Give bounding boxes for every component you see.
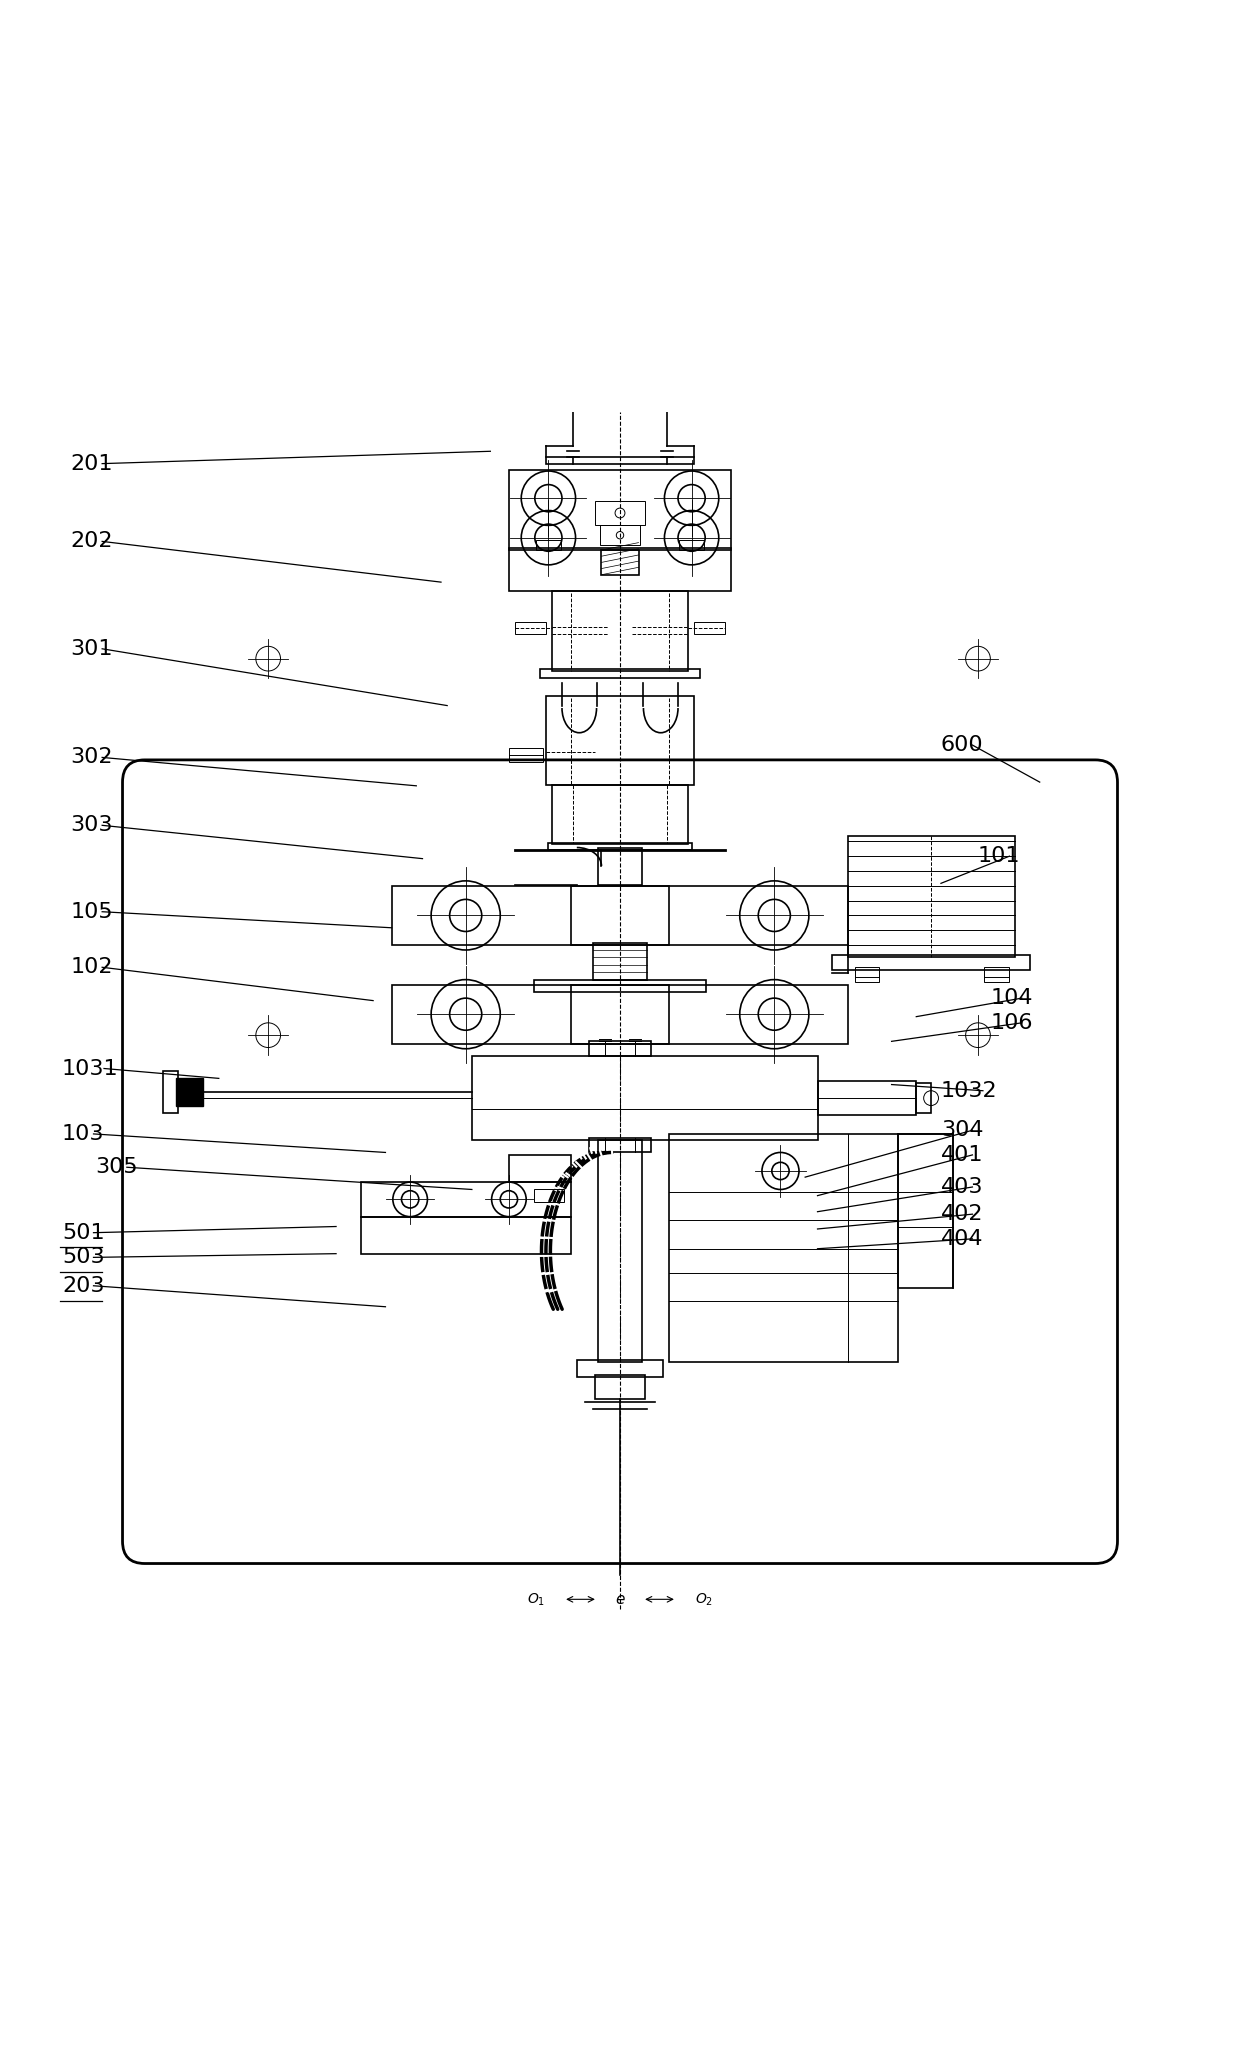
Text: 103: 103 [62,1124,104,1144]
Bar [508,547,732,591]
Text: 401: 401 [941,1144,983,1165]
Bar [600,525,640,545]
Bar [552,784,688,844]
Text: 203: 203 [62,1276,104,1297]
Bar [176,1078,203,1105]
Bar [680,539,704,549]
Bar [548,842,692,850]
Bar [817,1080,916,1115]
Text: 301: 301 [71,638,113,659]
Bar [570,984,670,1043]
Bar [916,1083,931,1113]
Bar [361,1181,570,1216]
Bar [832,955,1030,969]
Bar [589,1138,651,1152]
Text: 303: 303 [71,815,113,836]
Bar [848,836,1016,957]
Bar [577,1360,663,1377]
Bar [985,967,1009,982]
Bar [508,1155,570,1181]
Bar [595,1375,645,1399]
Text: 105: 105 [71,901,113,922]
Text: 304: 304 [941,1120,983,1140]
Bar [508,469,732,549]
Bar [536,539,560,549]
Text: 104: 104 [991,988,1033,1008]
Text: 402: 402 [941,1204,983,1225]
Bar [392,885,848,945]
Bar [694,622,725,634]
Text: 101: 101 [978,846,1021,866]
Text: 305: 305 [95,1157,138,1177]
Bar [508,747,543,761]
Bar [533,1190,564,1202]
Bar [546,457,694,463]
Bar [515,622,546,634]
Bar [392,984,848,1043]
Bar [601,549,639,574]
Text: 201: 201 [71,453,113,473]
Bar [598,1140,642,1362]
Text: $e$: $e$ [615,1591,625,1607]
Text: $O_1$: $O_1$ [527,1591,546,1607]
Bar [595,500,645,525]
Bar [854,967,879,982]
Text: 600: 600 [941,735,983,755]
Bar [598,848,642,885]
Bar [164,1070,179,1113]
Bar [472,1056,817,1140]
Text: 503: 503 [62,1247,104,1268]
Bar [539,669,701,679]
Bar [546,696,694,784]
Text: 302: 302 [71,747,113,768]
Text: 1031: 1031 [62,1058,119,1078]
Bar [361,1216,570,1253]
Bar [589,1041,651,1056]
Text: $O_2$: $O_2$ [694,1591,713,1607]
Text: 106: 106 [991,1013,1033,1033]
Bar [898,1134,954,1288]
Bar [593,943,647,980]
Text: 404: 404 [941,1229,983,1249]
Text: 403: 403 [941,1177,983,1198]
Bar [552,591,688,671]
Bar [570,885,670,945]
Bar [670,1134,898,1362]
Text: 202: 202 [71,531,113,552]
Text: 102: 102 [71,957,113,978]
Bar [533,980,707,992]
Text: 1032: 1032 [941,1080,998,1101]
Text: 501: 501 [62,1222,104,1243]
